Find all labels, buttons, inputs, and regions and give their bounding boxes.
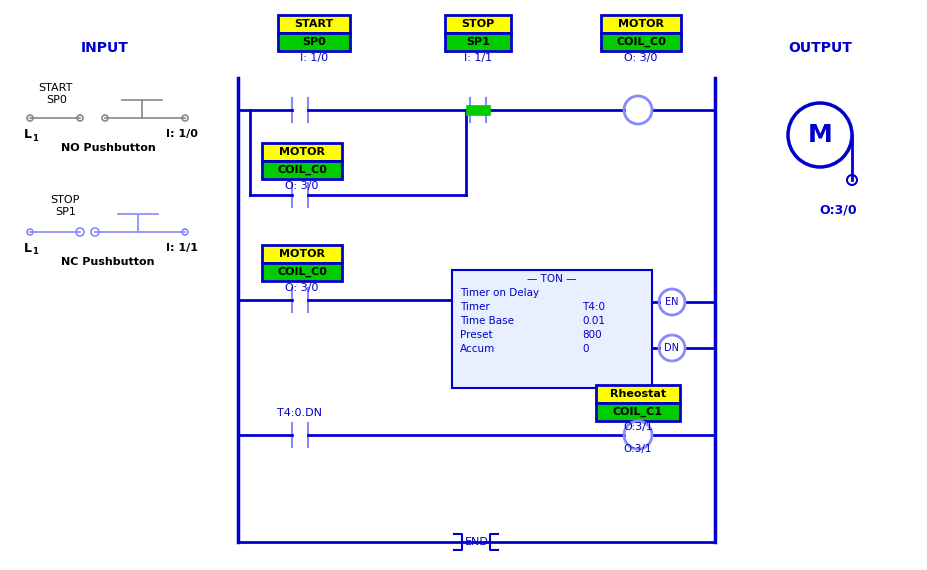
Text: O:3/1: O:3/1 [622, 422, 653, 432]
Bar [261, 143, 342, 161]
Text: COIL_C0: COIL_C0 [277, 267, 326, 277]
Text: SP1: SP1 [465, 37, 489, 47]
Bar [445, 15, 511, 33]
Text: M: M [806, 123, 832, 147]
Text: COIL_C0: COIL_C0 [616, 37, 666, 47]
Text: Accum: Accum [460, 344, 495, 354]
Bar [261, 245, 342, 263]
Bar [451, 270, 652, 388]
Text: COIL_C0: COIL_C0 [277, 165, 326, 175]
Text: START: START [294, 19, 334, 29]
Text: 0.01: 0.01 [581, 316, 604, 326]
Bar [445, 33, 511, 51]
Bar [465, 105, 489, 115]
Text: O:3/1: O:3/1 [623, 444, 652, 454]
Text: EN: EN [665, 297, 678, 307]
Text: Rheostat: Rheostat [609, 389, 666, 399]
Text: 0: 0 [581, 344, 588, 354]
Text: STOP: STOP [50, 195, 80, 205]
Text: END: END [464, 537, 488, 547]
Bar [601, 15, 680, 33]
Text: Preset: Preset [460, 330, 492, 340]
Text: I: 1/1: I: 1/1 [166, 243, 197, 253]
Text: INPUT: INPUT [81, 41, 129, 55]
Bar [595, 403, 679, 421]
Text: MOTOR: MOTOR [279, 147, 324, 157]
Text: Time Base: Time Base [460, 316, 514, 326]
Text: SP0: SP0 [302, 37, 325, 47]
Text: O: 3/0: O: 3/0 [624, 53, 657, 63]
Text: L: L [24, 242, 32, 254]
Bar [261, 161, 342, 179]
Text: OUTPUT: OUTPUT [787, 41, 851, 55]
Text: O: 3/0: O: 3/0 [285, 181, 318, 191]
Bar [261, 263, 342, 281]
Text: NO Pushbutton: NO Pushbutton [60, 143, 155, 153]
Text: I: 1/1: I: 1/1 [464, 53, 491, 63]
Text: COIL_C1: COIL_C1 [613, 407, 662, 417]
Text: Timer: Timer [460, 302, 489, 312]
Text: — TON —: — TON — [527, 274, 576, 284]
Text: T4:0: T4:0 [581, 302, 604, 312]
Text: 800: 800 [581, 330, 601, 340]
Text: MOTOR: MOTOR [279, 249, 324, 259]
Text: SP0: SP0 [46, 95, 67, 105]
Text: Timer on Delay: Timer on Delay [460, 288, 539, 298]
Text: T4:0.DN: T4:0.DN [277, 408, 323, 418]
Text: NC Pushbutton: NC Pushbutton [61, 257, 155, 267]
Text: 1: 1 [32, 133, 38, 142]
Text: START: START [38, 83, 72, 93]
Text: I: 1/0: I: 1/0 [166, 129, 197, 139]
Text: 1: 1 [32, 247, 38, 256]
Text: SP1: SP1 [55, 207, 76, 217]
Bar [595, 385, 679, 403]
Text: DN: DN [664, 343, 679, 353]
Bar [278, 33, 349, 51]
Bar [601, 33, 680, 51]
Text: STOP: STOP [461, 19, 494, 29]
Text: MOTOR: MOTOR [617, 19, 664, 29]
Text: O:3/0: O:3/0 [819, 203, 856, 217]
Bar [278, 15, 349, 33]
Text: O: 3/0: O: 3/0 [285, 283, 318, 293]
Text: I: 1/0: I: 1/0 [299, 53, 328, 63]
Text: L: L [24, 128, 32, 140]
